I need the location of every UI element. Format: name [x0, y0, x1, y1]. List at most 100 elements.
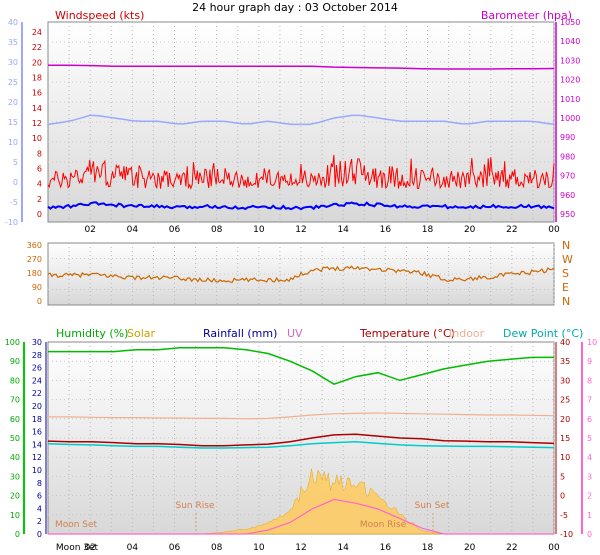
tick-label: 25 [560, 396, 570, 405]
humidity-series [48, 347, 554, 386]
tick-label: 5 [13, 158, 18, 167]
tick-label: 70 [10, 396, 20, 405]
tick-label: 12 [32, 453, 42, 462]
tick-label: 8 [587, 376, 592, 385]
tick-label: 22 [32, 43, 42, 52]
tick-label: 20 [560, 415, 570, 424]
tick-label: 970 [560, 172, 575, 181]
tick-label: 40 [8, 18, 18, 27]
legend-humidity: Humidity (%) [56, 327, 128, 340]
tick-label: 1010 [560, 95, 580, 104]
tick-label: 980 [560, 152, 575, 161]
tick-label: 50 [10, 434, 20, 443]
indoor-temperature-series [48, 412, 555, 420]
tick-label: 35 [8, 38, 18, 47]
tick-label: 2 [37, 195, 42, 204]
tick-label: 35 [560, 357, 570, 366]
legend-rainfall: Rainfall (mm) [203, 327, 277, 340]
tick-label: 12 [32, 119, 42, 128]
tick-label: 0 [15, 530, 20, 539]
tick-label: 30 [10, 472, 20, 481]
sun-set-label: Sun Set [415, 501, 450, 511]
tick-label: 270 [27, 255, 42, 264]
x-tick-label: 10 [253, 543, 265, 553]
direction-label: N [562, 295, 570, 308]
x-tick-label: 06 [169, 543, 181, 553]
tick-label: 1030 [560, 56, 580, 65]
tick-label: 60 [10, 415, 20, 424]
climate-panel: Humidity (%) Solar Rainfall (mm) UV Temp… [5, 327, 597, 539]
tick-label: 950 [560, 210, 575, 219]
x-tick-label: 14 [337, 543, 349, 553]
windspeed-gust-series [47, 154, 555, 190]
x-tick-label: 14 [337, 225, 349, 235]
tick-label: 28 [32, 351, 42, 360]
tick-label: 6 [587, 415, 592, 424]
x-tick-label: 20 [464, 543, 476, 553]
x-tick-label: 12 [295, 543, 306, 553]
windspeed-trend-series [47, 114, 555, 126]
tick-label: 1 [587, 511, 592, 520]
x-tick-label: 22 [506, 225, 517, 235]
tick-label: 40 [560, 338, 570, 347]
tick-label: 10 [587, 338, 597, 347]
direction-label: N [562, 239, 570, 252]
tick-label: 10 [560, 453, 570, 462]
tick-label: 8 [37, 479, 42, 488]
dewpoint-series [47, 441, 555, 449]
tick-label: 6 [37, 492, 42, 501]
tick-label: 26 [32, 364, 42, 373]
tick-label: 0 [37, 210, 42, 219]
tick-label: 18 [32, 415, 42, 424]
tick-label: 4 [37, 180, 42, 189]
tick-label: 990 [560, 133, 575, 142]
x-tick-label: 02 [84, 225, 95, 235]
x-tick-label: 18 [422, 543, 434, 553]
windspeed-title: Windspeed (kts) [55, 9, 144, 22]
tick-label: 0 [560, 492, 565, 501]
tick-label: 10 [10, 511, 20, 520]
tick-label: 90 [10, 357, 20, 366]
tick-label: 0 [587, 530, 592, 539]
tick-label: 100 [5, 338, 20, 347]
moon-rise-label: Moon Rise [360, 520, 407, 530]
x-tick-label: 16 [380, 225, 392, 235]
tick-label: 8 [37, 149, 42, 158]
tick-label: -10 [5, 218, 18, 227]
tick-label: 4 [587, 453, 592, 462]
legend-indoor: Indoor [449, 327, 485, 340]
tick-label: 0 [37, 530, 42, 539]
tick-label: 14 [32, 104, 42, 113]
page-title: 24 hour graph day : 03 October 2014 [192, 1, 398, 14]
x-tick-label: 04 [127, 225, 139, 235]
tick-label: 20 [32, 58, 42, 67]
tick-label: 0 [13, 178, 18, 187]
tick-label: 1000 [560, 114, 580, 123]
tick-label: 25 [8, 78, 18, 87]
tick-label: 4 [37, 504, 42, 513]
tick-label: 24 [32, 28, 42, 37]
tick-label: 20 [10, 492, 20, 501]
tick-label: 30 [560, 376, 570, 385]
tick-label: 15 [8, 118, 18, 127]
tick-label: 40 [10, 453, 20, 462]
tick-label: 22 [32, 389, 42, 398]
barometer-series [48, 64, 555, 70]
x-tick-label: 18 [422, 225, 434, 235]
tick-label: 15 [560, 434, 570, 443]
tick-label: 360 [27, 241, 42, 250]
x-tick-label: 20 [464, 225, 476, 235]
tick-label: 30 [32, 338, 42, 347]
x-tick-label: 08 [211, 225, 223, 235]
moon-extra-label: Moon 3et [56, 543, 99, 553]
tick-label: -5 [10, 198, 18, 207]
tick-label: 1050 [560, 18, 580, 27]
tick-label: 1020 [560, 76, 580, 85]
x-tick-label: 00 [548, 543, 560, 553]
tick-label: 14 [32, 440, 42, 449]
x-tick-label: 10 [253, 225, 265, 235]
x-tick-label: 12 [295, 225, 306, 235]
tick-label: 10 [8, 138, 18, 147]
tick-label: 2 [587, 492, 592, 501]
